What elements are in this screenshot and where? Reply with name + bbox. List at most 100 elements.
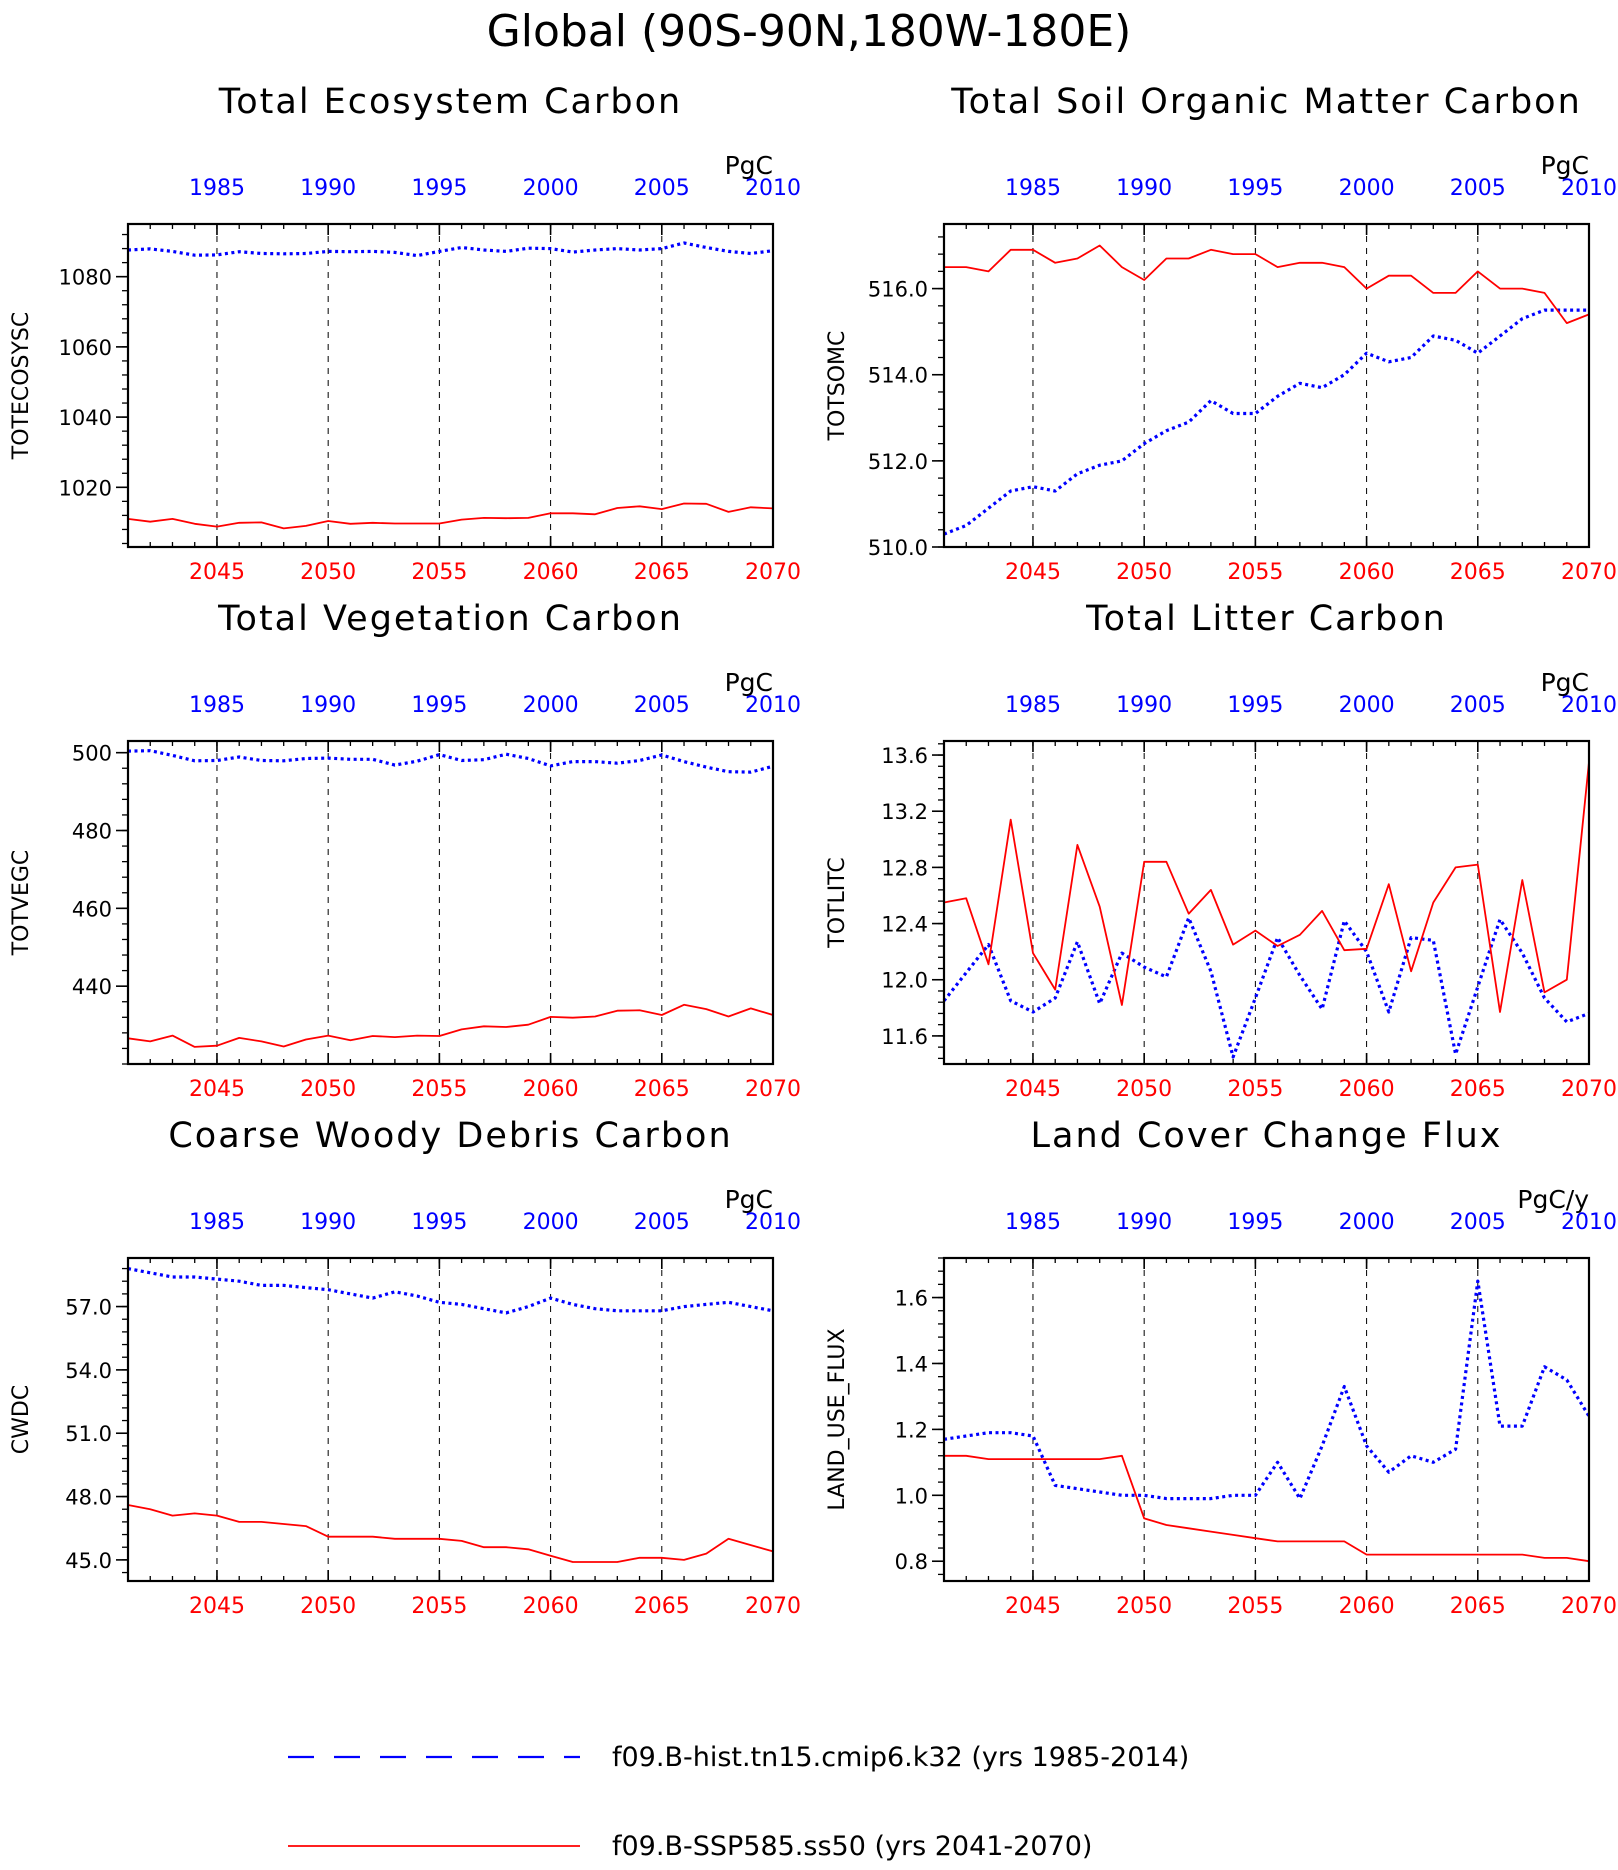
y-tick-label: 1.0 [895, 1484, 928, 1508]
y-tick-label: 13.6 [881, 744, 928, 768]
x-tick-label: 2065 [634, 560, 690, 585]
y-tick-label: 1.6 [895, 1287, 928, 1311]
x-top-tick-label: 2000 [1339, 693, 1395, 718]
x-tick-label: 2045 [1005, 560, 1061, 585]
x-top-tick-label: 2005 [1450, 176, 1506, 201]
x-tick-label: 2060 [1339, 560, 1395, 585]
x-top-tick-label: 1985 [1005, 176, 1061, 201]
x-tick-label: 2065 [634, 1594, 690, 1619]
x-top-tick-label: 2005 [634, 1210, 690, 1235]
panels: Total Ecosystem Carbon PgC TOTECOSYSC 2045 1… [9, 82, 1617, 1619]
panel-2: Total Soil Organic Matter Carbon PgC TOTSO… [825, 82, 1617, 585]
x-top-tick-label: 2005 [1450, 693, 1506, 718]
series-hist-line [943, 1279, 1591, 1501]
x-top-tick-label: 2010 [1561, 176, 1617, 201]
series-ssp-line [127, 1003, 774, 1048]
panel-title: Coarse Woody Debris Carbon [168, 1116, 732, 1156]
x-top-tick-label: 1985 [1005, 693, 1061, 718]
x-tick-label: 2060 [523, 1077, 579, 1102]
legend-label: f09.B-hist.tn15.cmip6.k32 (yrs 1985-2014… [612, 1742, 1189, 1773]
y-tick-label: 460 [72, 897, 112, 921]
panel-title: Total Ecosystem Carbon [218, 82, 682, 122]
x-tick-label: 2055 [1227, 1077, 1283, 1102]
x-top-tick-label: 1995 [1227, 1210, 1283, 1235]
x-tick-label: 2070 [1561, 1077, 1617, 1102]
y-tick-label: 510.0 [868, 536, 928, 560]
series-hist-line [127, 241, 774, 258]
x-top-tick-label: 1985 [189, 1210, 245, 1235]
x-top-tick-label: 1985 [189, 176, 245, 201]
x-tick-label: 2050 [1116, 1594, 1172, 1619]
y-tick-label: 1.4 [895, 1352, 928, 1376]
x-tick-label: 2070 [745, 560, 801, 585]
x-tick-label: 2060 [523, 1594, 579, 1619]
plot-frame [126, 1256, 775, 1583]
x-top-tick-label: 2000 [1339, 1210, 1395, 1235]
x-tick-label: 2060 [1339, 1594, 1395, 1619]
x-top-tick-label: 2010 [745, 176, 801, 201]
y-axis-label: TOTLITC [825, 857, 850, 948]
x-top-tick-label: 2005 [1450, 1210, 1506, 1235]
x-top-tick-label: 2005 [634, 176, 690, 201]
x-top-tick-label: 1990 [1116, 176, 1172, 201]
panel-3: Total Vegetation Carbon PgC TOTVEGC 2045 198… [9, 599, 801, 1102]
x-tick-label: 2050 [300, 1077, 356, 1102]
y-tick-label: 1040 [59, 406, 112, 430]
panel-title: Total Litter Carbon [1085, 599, 1447, 639]
y-tick-label: 57.0 [65, 1296, 112, 1320]
series-hist-line [942, 916, 1590, 1059]
y-axis-label: LAND_USE_FLUX [825, 1328, 850, 1510]
x-top-tick-label: 1990 [300, 176, 356, 201]
y-tick-label: 0.8 [895, 1550, 928, 1574]
y-tick-label: 512.0 [868, 450, 928, 474]
legend: f09.B-hist.tn15.cmip6.k32 (yrs 1985-2014… [288, 1742, 1189, 1862]
panel-4: Total Litter Carbon PgC TOTLITC 2045 1985 205… [825, 599, 1617, 1102]
x-top-tick-label: 2000 [1339, 176, 1395, 201]
y-tick-label: 500 [72, 742, 112, 766]
y-axis-label: TOTSOMC [825, 331, 850, 442]
y-tick-label: 1080 [59, 266, 112, 290]
y-tick-label: 1060 [59, 336, 112, 360]
y-tick-label: 12.8 [881, 856, 928, 880]
legend-label: f09.B-SSP585.ss50 (yrs 2041-2070) [612, 1831, 1092, 1862]
x-top-tick-label: 1985 [1005, 1210, 1061, 1235]
x-top-tick-label: 1990 [1116, 1210, 1172, 1235]
y-tick-label: 1020 [59, 476, 112, 500]
x-tick-label: 2045 [189, 560, 245, 585]
plot-frame [126, 222, 775, 549]
x-tick-label: 2050 [1116, 1077, 1172, 1102]
x-top-tick-label: 2000 [523, 693, 579, 718]
panel-title: Total Soil Organic Matter Carbon [950, 82, 1582, 122]
x-tick-label: 2070 [745, 1077, 801, 1102]
x-top-tick-label: 1990 [300, 693, 356, 718]
x-tick-label: 2065 [634, 1077, 690, 1102]
x-top-tick-label: 2010 [1561, 693, 1617, 718]
x-top-tick-label: 1990 [1116, 693, 1172, 718]
units-label: PgC [725, 1185, 773, 1214]
series-hist-line [127, 1267, 774, 1315]
series-ssp-line [127, 1504, 774, 1563]
y-tick-label: 13.2 [881, 800, 928, 824]
x-tick-label: 2060 [523, 560, 579, 585]
units-label: PgC [1541, 668, 1589, 697]
units-label: PgC/y [1517, 1185, 1589, 1214]
x-top-tick-label: 2010 [1561, 1210, 1617, 1235]
x-tick-label: 2045 [189, 1594, 245, 1619]
x-tick-label: 2060 [1339, 1077, 1395, 1102]
series-ssp-line [944, 244, 1590, 325]
y-axis-label: TOTVEGC [9, 850, 34, 957]
y-tick-label: 480 [72, 820, 112, 844]
y-tick-label: 51.0 [65, 1422, 112, 1446]
x-tick-label: 2055 [411, 560, 467, 585]
x-tick-label: 2045 [1005, 1594, 1061, 1619]
units-label: PgC [725, 151, 773, 180]
plot-frame [942, 739, 1591, 1066]
panel-5: Coarse Woody Debris Carbon PgC CWDC 2045 198… [9, 1116, 801, 1619]
panel-title: Land Cover Change Flux [1031, 1116, 1503, 1156]
y-tick-label: 12.0 [881, 969, 928, 993]
x-tick-label: 2065 [1450, 1077, 1506, 1102]
series-ssp-line [944, 1454, 1590, 1563]
x-tick-label: 2055 [411, 1594, 467, 1619]
y-tick-label: 514.0 [868, 364, 928, 388]
